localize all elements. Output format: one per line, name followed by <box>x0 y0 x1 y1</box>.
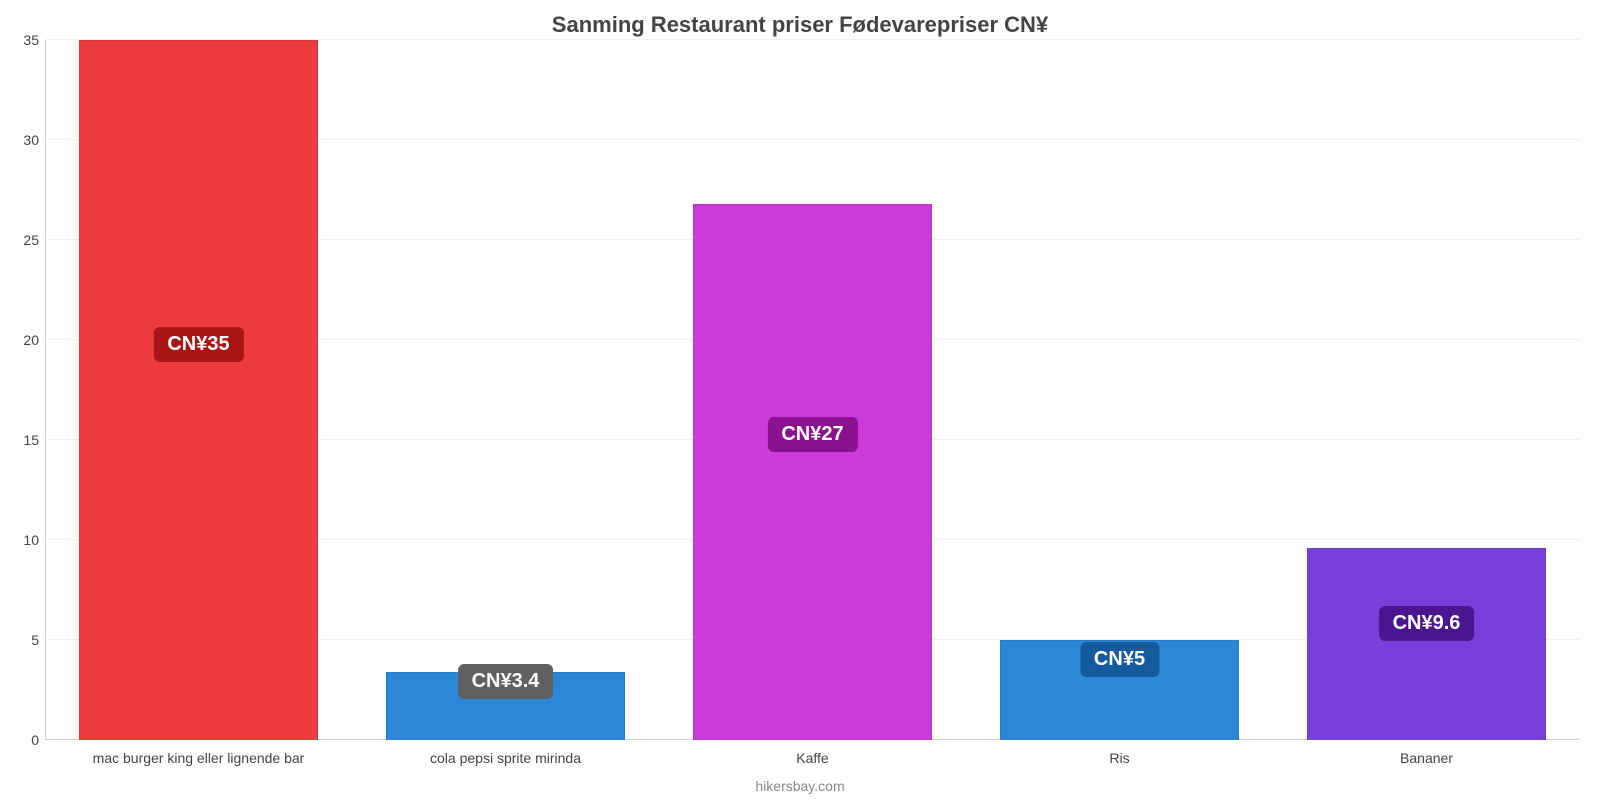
bar-value-label: CN¥3.4 <box>458 664 554 699</box>
y-tick-label: 10 <box>5 532 39 548</box>
x-tick-label: mac burger king eller lignende bar <box>93 750 305 766</box>
y-tick-label: 0 <box>5 732 39 748</box>
y-tick-label: 35 <box>5 32 39 48</box>
x-tick-label: Kaffe <box>796 750 828 766</box>
chart-title: Sanming Restaurant priser Fødevarepriser… <box>0 12 1600 38</box>
bar-value-label: CN¥5 <box>1080 642 1159 677</box>
y-axis <box>45 40 46 740</box>
x-tick-label: Ris <box>1109 750 1129 766</box>
y-tick-label: 15 <box>5 432 39 448</box>
bar-value-label: CN¥9.6 <box>1379 606 1475 641</box>
price-bar-chart: Sanming Restaurant priser Fødevarepriser… <box>0 0 1600 800</box>
bar-value-label: CN¥35 <box>153 327 243 362</box>
x-tick-label: Bananer <box>1400 750 1453 766</box>
bar <box>1307 548 1546 740</box>
y-tick-label: 25 <box>5 232 39 248</box>
bar <box>693 204 932 740</box>
plot-area: 05101520253035CN¥35mac burger king eller… <box>45 40 1580 740</box>
bar-value-label: CN¥27 <box>767 417 857 452</box>
y-tick-label: 20 <box>5 332 39 348</box>
y-tick-label: 5 <box>5 632 39 648</box>
x-tick-label: cola pepsi sprite mirinda <box>430 750 581 766</box>
y-tick-label: 30 <box>5 132 39 148</box>
chart-source-footer: hikersbay.com <box>0 778 1600 794</box>
bar <box>79 40 318 740</box>
